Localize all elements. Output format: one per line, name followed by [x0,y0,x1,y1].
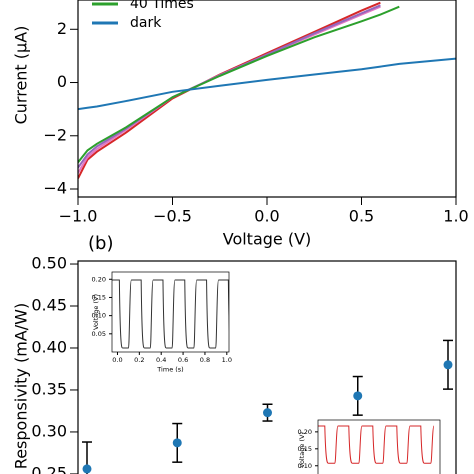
y-tick-label: 0.15 [298,445,312,453]
x-axis-label: Voltage (V) [223,230,312,249]
x-tick-label: 0.0 [254,207,279,226]
plot-area [78,1,456,179]
x-tick-label: 1.0 [222,356,232,364]
x-tick-label: 0.8 [200,356,210,364]
x-tick-label: 0.4 [156,356,166,364]
y-tick-label: 0.10 [298,462,312,470]
x-tick-label: −0.5 [153,207,192,226]
y-tick-label: −4 [43,179,67,198]
x-tick-label: 0.6 [178,356,188,364]
y-tick-label: 0.15 [92,293,106,301]
plot-background [112,272,229,352]
y-tick-label: −2 [43,125,67,144]
x-axis-label: Time (s) [156,365,183,373]
y-tick-label: 0.50 [31,254,67,273]
data-point [172,438,182,448]
data-point [82,464,92,474]
plot-frame [317,419,441,474]
y-tick-label: 0.20 [298,428,312,436]
y-axis-label: Voltage (V) [92,294,100,330]
legend-label: 40 Times [130,0,194,12]
plot-area [82,339,453,474]
plot-area [318,425,435,464]
x-tick-label: −1.0 [59,207,98,226]
x-tick-label: 0.0 [112,356,122,364]
legend-label: dark [130,15,162,31]
chart: −4 −2 0 2 −1.0 −0.5 0.0 0.5 1.0 Voltage (V) Curren… [12,0,469,249]
plot-frame [111,271,230,353]
y-tick-label: 0.25 [31,463,67,474]
y-tick-label: 0 [57,72,67,91]
y-tick-label: 0.30 [31,421,67,440]
x-tick-label: 0.2 [134,356,144,364]
plot-frame [77,260,457,474]
y-tick-label: 0.10 [92,312,106,320]
panel-label: (b) [88,233,113,254]
line-series [78,57,456,111]
chart: 0.05 0.10 0.15 0.20 0.0 0.2 0.4 0.6 0.8 1.0 Time (… [92,271,232,373]
line-series [78,5,400,164]
y-tick-label: 0.40 [31,337,67,356]
plot-area [112,279,229,349]
plot-background [318,420,440,474]
y-axis-label: Current (μA) [12,26,31,125]
data-point [443,360,453,370]
y-axis-label: Responsivity (mA/W) [12,303,31,469]
trace [112,279,229,349]
y-tick-label: 0.35 [31,379,67,398]
data-point [353,391,363,401]
y-tick-label: 0.20 [92,275,106,283]
x-tick-label: 1.0 [443,207,468,226]
data-point [263,408,272,418]
trace [318,425,435,464]
plot-frame [77,0,457,198]
y-tick-label: 0.45 [31,296,67,315]
x-tick-label: 0.5 [349,207,374,226]
y-tick-label: 2 [57,19,67,38]
y-tick-label: 0.05 [92,330,106,338]
y-axis-label: Voltage (V) [298,432,306,468]
